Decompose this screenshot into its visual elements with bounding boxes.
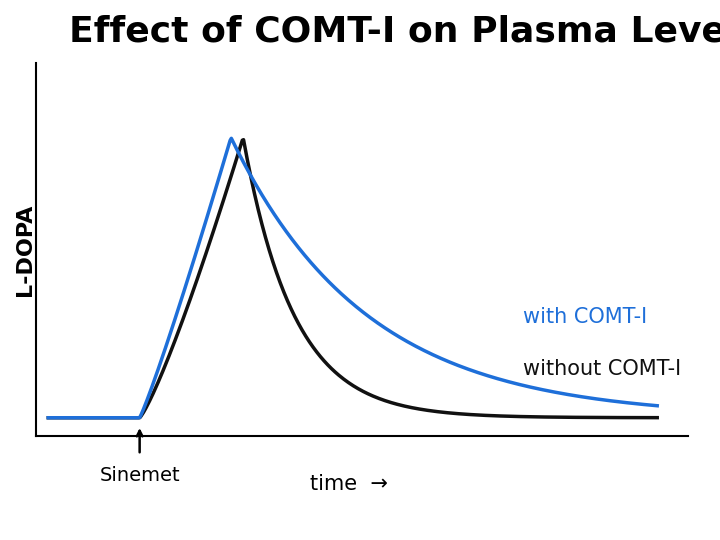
Text: time  →: time → [310,474,387,494]
Text: without COMT-I: without COMT-I [523,359,681,379]
Text: with COMT-I: with COMT-I [523,307,647,327]
Y-axis label: L-DOPA: L-DOPA [15,204,35,296]
Text: Effect of COMT-I on Plasma Levels: Effect of COMT-I on Plasma Levels [68,15,720,49]
Text: Sinemet: Sinemet [99,467,180,485]
